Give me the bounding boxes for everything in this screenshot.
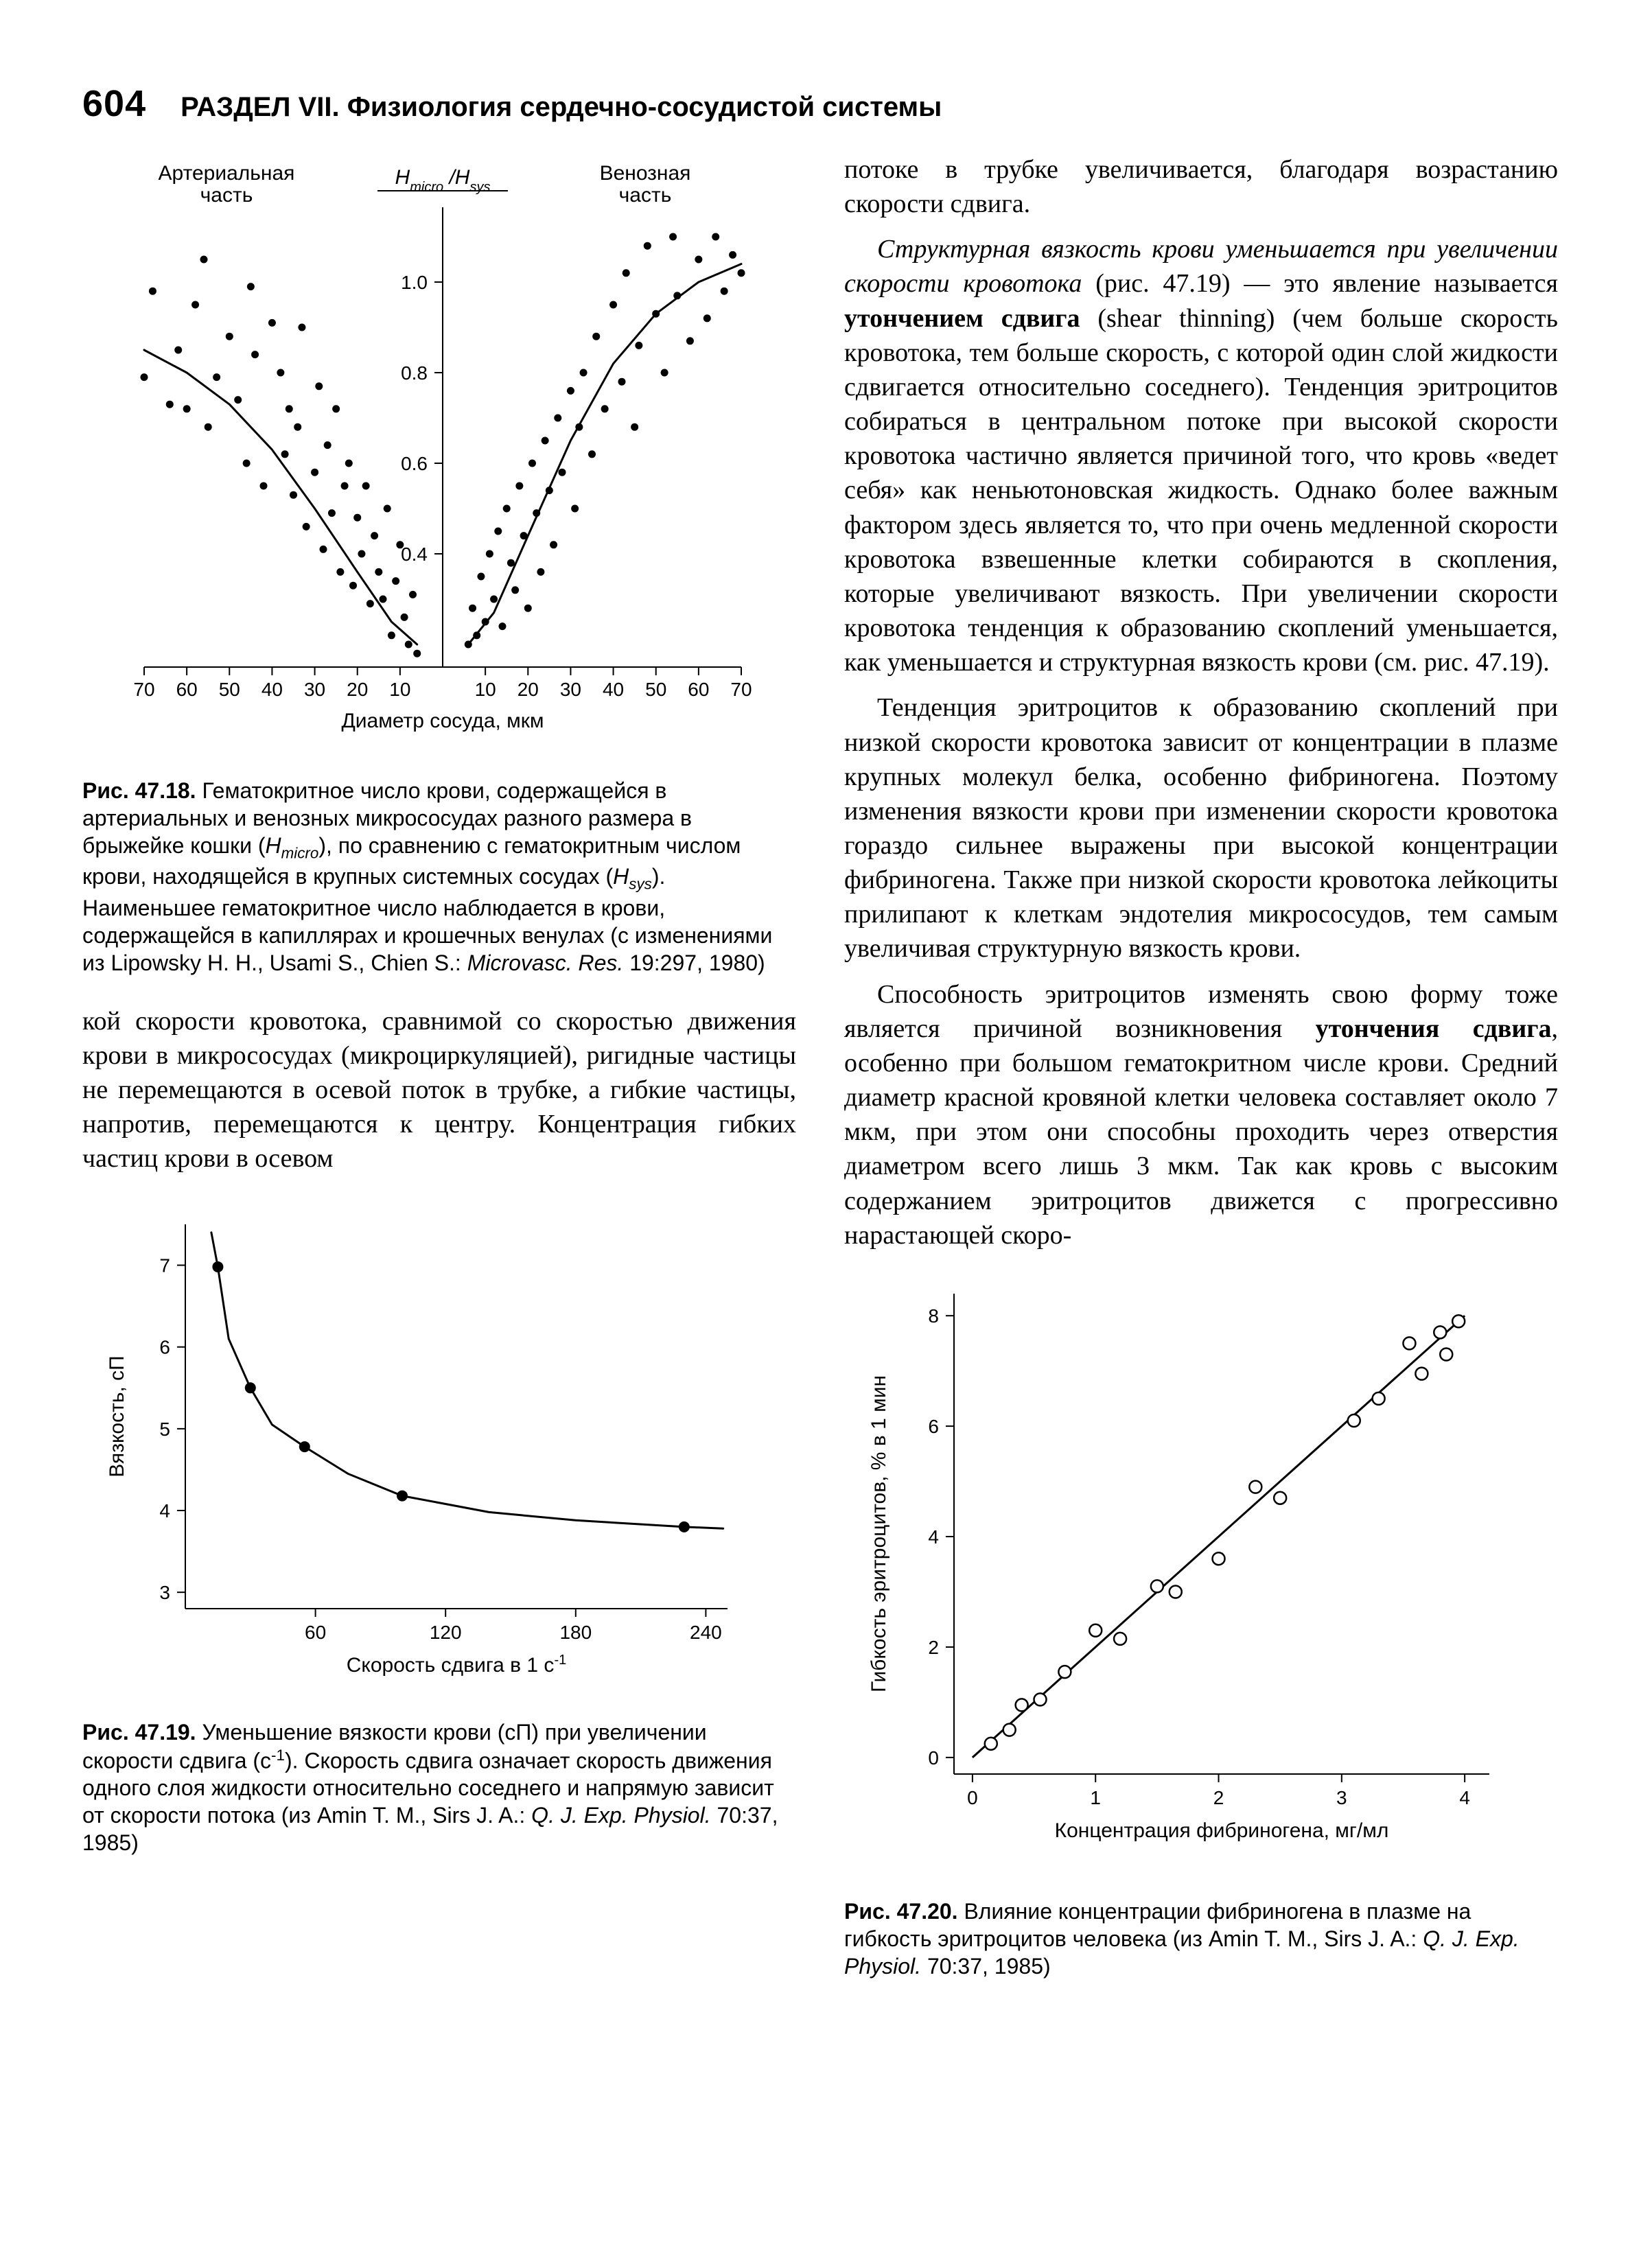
left-column: 0.4 0.6 0.8 1.0 70 60 50 40 30 20 10 10 20 30 40 50 60 70… xyxy=(82,152,796,2007)
caption-47-20: Рис. 47.20. Влияние концентрации фибрино… xyxy=(844,1898,1558,1980)
svg-text:3: 3 xyxy=(1336,1787,1347,1808)
right-column: потоке в трубке увеличивается, благодаря… xyxy=(844,152,1558,2007)
svg-text:Скорость сдвига в 1 с-1: Скорость сдвига в 1 с-1 xyxy=(347,1653,566,1677)
right-para-3: Тенденция эритроцитов к образованию скоп… xyxy=(844,690,1558,966)
svg-text:40: 40 xyxy=(603,679,624,700)
svg-text:50: 50 xyxy=(219,679,240,700)
svg-text:40: 40 xyxy=(261,679,283,700)
svg-text:120: 120 xyxy=(430,1622,462,1643)
svg-text:20: 20 xyxy=(517,679,539,700)
svg-text:70: 70 xyxy=(730,679,752,700)
svg-text:50: 50 xyxy=(645,679,666,700)
caption-prefix: Рис. 47.18. xyxy=(82,778,196,803)
svg-text:5: 5 xyxy=(159,1418,170,1439)
figure-47-18: 0.4 0.6 0.8 1.0 70 60 50 40 30 20 10 10 20 30 40 50 60 70… xyxy=(82,159,796,749)
right-para-1: потоке в трубке увеличивается, благодаря… xyxy=(844,152,1558,221)
caption-source-tail: 19:297, 1980) xyxy=(623,950,765,975)
svg-text:60: 60 xyxy=(176,679,198,700)
caption-source-tail: 70:37, 1985) xyxy=(921,1954,1051,1979)
svg-text:1: 1 xyxy=(1090,1787,1101,1808)
section-title: РАЗДЕЛ VII. Физиология сердечно-сосудист… xyxy=(181,92,942,123)
para2-mid1: (рис. 47.19) — это явление называется xyxy=(1082,269,1558,298)
svg-text:Концентрация фибриногена, мг/м: Концентрация фибриногена, мг/мл xyxy=(1055,1819,1389,1842)
svg-text:0.4: 0.4 xyxy=(401,544,428,565)
svg-text:60: 60 xyxy=(688,679,709,700)
left-para-1: кой скорости кровотока, сравнимой со ско… xyxy=(82,1004,796,1176)
svg-text:30: 30 xyxy=(560,679,581,700)
para4-b: , особенно при большом гематокритном чис… xyxy=(844,1014,1558,1250)
svg-text:70: 70 xyxy=(133,679,154,700)
svg-text:1.0: 1.0 xyxy=(401,272,428,293)
figure-47-18-svg: 0.4 0.6 0.8 1.0 70 60 50 40 30 20 10 10 20 30 40 50 60 70… xyxy=(82,159,769,749)
page-number: 604 xyxy=(82,82,146,125)
two-column-layout: 0.40.60.81.07060504030201010203040506070… xyxy=(82,152,1570,2007)
svg-text:2: 2 xyxy=(1213,1787,1224,1808)
para2-mid2: (shear thinning) (чем больше скорость кр… xyxy=(844,304,1558,677)
caption-prefix: Рис. 47.20. xyxy=(844,1899,958,1924)
caption-source: Microvasc. Res. xyxy=(467,950,624,975)
svg-text:0.8: 0.8 xyxy=(401,362,428,384)
svg-text:Артериальная: Артериальная xyxy=(159,162,295,185)
svg-text:8: 8 xyxy=(928,1305,939,1327)
para4-bold: утончения сдвига xyxy=(1316,1014,1552,1043)
caption-47-18: Рис. 47.18. Гематокритное число крови, с… xyxy=(82,777,796,977)
svg-text:180: 180 xyxy=(559,1622,592,1643)
svg-text:240: 240 xyxy=(690,1622,722,1643)
svg-text:2: 2 xyxy=(928,1637,939,1658)
h-micro: Hmicro xyxy=(266,833,319,858)
svg-text:6: 6 xyxy=(928,1416,939,1437)
caption-sup: -1 xyxy=(271,1747,285,1764)
para2-bold: утончением сдвига xyxy=(844,304,1080,333)
caption-47-19: Рис. 47.19. Уменьшение вязкости крови (с… xyxy=(82,1718,796,1857)
svg-text:3: 3 xyxy=(159,1582,170,1603)
caption-source: Q. J. Exp. Physiol. xyxy=(531,1803,710,1828)
svg-text:20: 20 xyxy=(347,679,368,700)
svg-text:часть: часть xyxy=(619,184,672,207)
svg-text:0: 0 xyxy=(928,1747,939,1769)
page-header: 604 РАЗДЕЛ VII. Физиология сердечно-сосу… xyxy=(82,82,1570,125)
svg-text:10: 10 xyxy=(389,679,410,700)
svg-text:30: 30 xyxy=(304,679,325,700)
svg-text:4: 4 xyxy=(928,1526,939,1548)
figure-47-20-svg: 0 2 4 6 8 0 1 2 3 4 Гибкость эритроцитов, % в 1 ми… xyxy=(844,1266,1531,1870)
h-sys: Hsys xyxy=(613,864,652,889)
svg-text:0: 0 xyxy=(967,1787,978,1808)
figure-47-20: 0 2 4 6 8 0 1 2 3 4 Гибкость эритроцитов, % в 1 ми… xyxy=(844,1266,1558,1870)
right-para-4: Способность эритроцитов изменять свою фо… xyxy=(844,977,1558,1252)
svg-text:4: 4 xyxy=(159,1500,170,1521)
right-para-2: Структурная вязкость крови уменьшается п… xyxy=(844,232,1558,679)
svg-text:0.6: 0.6 xyxy=(401,453,428,474)
page: 604 РАЗДЕЛ VII. Физиология сердечно-сосу… xyxy=(0,0,1652,2251)
svg-text:часть: часть xyxy=(200,184,253,207)
caption-prefix: Рис. 47.19. xyxy=(82,1720,196,1745)
svg-text:60: 60 xyxy=(305,1622,326,1643)
figure-47-19: 3 4 5 6 7 60 120 180 240 Вязкость, сП Скорость сдв… xyxy=(82,1197,796,1691)
svg-text:Венозная: Венозная xyxy=(600,162,691,185)
svg-text:4: 4 xyxy=(1459,1787,1470,1808)
svg-text:Диаметр сосуда, мкм: Диаметр сосуда, мкм xyxy=(341,710,544,732)
svg-text:Вязкость, сП: Вязкость, сП xyxy=(106,1355,128,1477)
svg-text:7: 7 xyxy=(159,1255,170,1276)
svg-text:10: 10 xyxy=(475,679,496,700)
svg-text:6: 6 xyxy=(159,1336,170,1357)
figure-47-19-svg: 3 4 5 6 7 60 120 180 240 Вязкость, сП Скорость сдв… xyxy=(82,1197,769,1691)
svg-text:Гибкость эритроцитов, % в 1 ми: Гибкость эритроцитов, % в 1 мин xyxy=(868,1375,890,1692)
